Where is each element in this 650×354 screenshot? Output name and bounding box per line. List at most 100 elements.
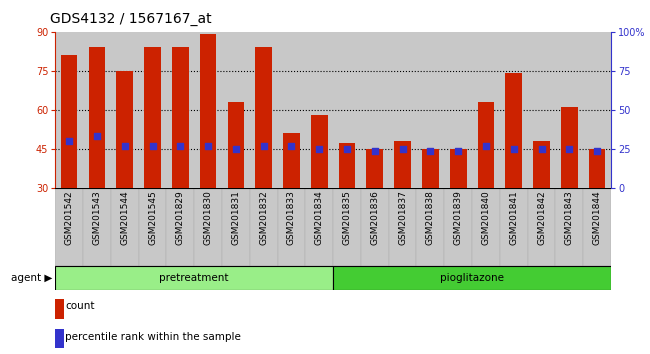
Bar — [166, 188, 194, 266]
Point — [120, 143, 130, 149]
Point — [203, 143, 213, 149]
Text: GSM201836: GSM201836 — [370, 190, 380, 245]
Bar — [555, 188, 583, 266]
Point — [425, 148, 436, 154]
Text: GSM201844: GSM201844 — [593, 190, 602, 245]
Bar — [472, 188, 500, 266]
Bar — [589, 149, 605, 188]
Text: agent ▶: agent ▶ — [10, 273, 52, 283]
Bar — [478, 102, 494, 188]
Text: GSM201545: GSM201545 — [148, 190, 157, 245]
Bar — [311, 115, 328, 188]
Text: GSM201840: GSM201840 — [482, 190, 491, 245]
Point — [370, 148, 380, 154]
Bar — [138, 32, 166, 188]
Bar — [445, 188, 472, 266]
Bar — [278, 32, 306, 188]
Bar — [528, 188, 556, 266]
Bar — [417, 188, 445, 266]
Bar — [283, 133, 300, 188]
Bar — [422, 149, 439, 188]
Bar — [472, 32, 500, 188]
Bar — [222, 32, 250, 188]
Text: GSM201839: GSM201839 — [454, 190, 463, 245]
Text: GSM201834: GSM201834 — [315, 190, 324, 245]
Bar — [194, 188, 222, 266]
Bar — [555, 32, 583, 188]
Bar — [361, 188, 389, 266]
Text: GSM201838: GSM201838 — [426, 190, 435, 245]
Text: GSM201543: GSM201543 — [92, 190, 101, 245]
Point — [314, 146, 324, 152]
Bar — [417, 32, 445, 188]
Text: GSM201831: GSM201831 — [231, 190, 240, 245]
Point — [453, 148, 463, 154]
Bar — [111, 32, 138, 188]
Bar — [83, 32, 111, 188]
Text: GSM201544: GSM201544 — [120, 190, 129, 245]
Point — [564, 146, 575, 152]
Bar — [561, 107, 578, 188]
Text: GSM201843: GSM201843 — [565, 190, 574, 245]
Text: GSM201835: GSM201835 — [343, 190, 352, 245]
Bar — [116, 71, 133, 188]
Bar — [361, 32, 389, 188]
Bar — [278, 188, 306, 266]
Bar — [255, 47, 272, 188]
Bar — [138, 188, 166, 266]
Bar — [83, 188, 111, 266]
Text: percentile rank within the sample: percentile rank within the sample — [65, 332, 241, 342]
Bar — [506, 73, 522, 188]
Bar — [500, 32, 528, 188]
Bar — [194, 32, 222, 188]
Text: pioglitazone: pioglitazone — [440, 273, 504, 283]
Bar — [55, 266, 333, 290]
Text: GSM201832: GSM201832 — [259, 190, 268, 245]
Text: count: count — [65, 301, 94, 311]
Bar — [528, 32, 556, 188]
Point — [397, 146, 408, 152]
Point — [148, 143, 158, 149]
Bar — [227, 102, 244, 188]
Bar — [306, 188, 333, 266]
Point — [536, 146, 547, 152]
Text: GSM201542: GSM201542 — [64, 190, 73, 245]
Bar — [172, 47, 188, 188]
Bar — [445, 32, 472, 188]
Bar — [111, 188, 138, 266]
Bar — [333, 266, 611, 290]
Bar — [389, 188, 417, 266]
Text: GSM201830: GSM201830 — [203, 190, 213, 245]
Bar — [61, 55, 77, 188]
Bar — [389, 32, 417, 188]
Bar — [166, 32, 194, 188]
Bar — [250, 188, 278, 266]
Bar — [583, 32, 611, 188]
Bar — [367, 149, 383, 188]
Bar — [55, 188, 83, 266]
Point — [92, 133, 102, 138]
Bar — [200, 34, 216, 188]
Bar — [333, 188, 361, 266]
Bar — [88, 47, 105, 188]
Text: GDS4132 / 1567167_at: GDS4132 / 1567167_at — [49, 12, 211, 25]
Bar — [395, 141, 411, 188]
Point — [286, 143, 296, 149]
Bar — [500, 188, 528, 266]
Bar — [55, 32, 83, 188]
Text: GSM201842: GSM201842 — [537, 190, 546, 245]
Point — [508, 146, 519, 152]
Bar — [306, 32, 333, 188]
Point — [342, 146, 352, 152]
Point — [175, 143, 185, 149]
Bar — [583, 188, 611, 266]
Point — [259, 143, 269, 149]
Bar — [339, 143, 356, 188]
Bar — [450, 149, 467, 188]
Bar — [250, 32, 278, 188]
Bar — [144, 47, 161, 188]
Bar — [533, 141, 550, 188]
Bar — [333, 32, 361, 188]
Text: GSM201829: GSM201829 — [176, 190, 185, 245]
Text: GSM201841: GSM201841 — [509, 190, 518, 245]
